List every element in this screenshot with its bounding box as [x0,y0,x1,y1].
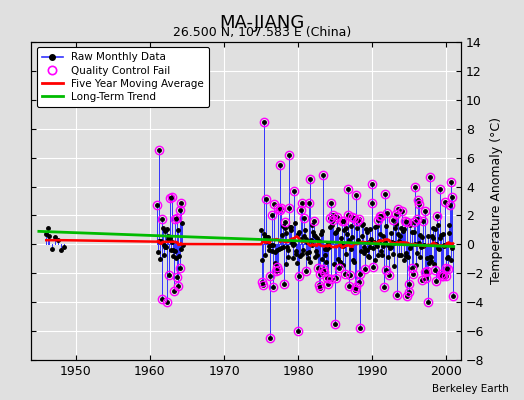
Text: 26.500 N, 107.583 E (China): 26.500 N, 107.583 E (China) [173,26,351,39]
Text: MA-JIANG: MA-JIANG [220,14,304,32]
Text: Berkeley Earth: Berkeley Earth [432,384,508,394]
Legend: Raw Monthly Data, Quality Control Fail, Five Year Moving Average, Long-Term Tren: Raw Monthly Data, Quality Control Fail, … [37,47,209,107]
Title: MA-JIANG
26.500 N, 107.583 E (China): MA-JIANG 26.500 N, 107.583 E (China) [0,399,1,400]
Y-axis label: Temperature Anomaly (°C): Temperature Anomaly (°C) [490,118,503,284]
